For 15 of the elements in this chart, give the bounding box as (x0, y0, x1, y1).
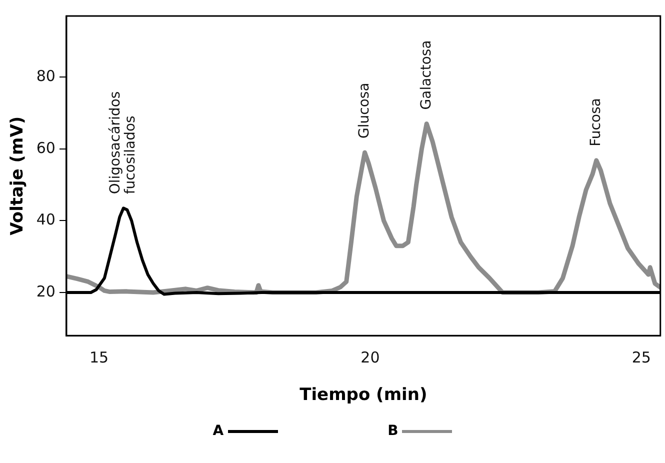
annotation: Glucosa (356, 82, 372, 138)
annotation: Galactosa (418, 40, 434, 110)
x-axis-title: Tiempo (min) (300, 385, 428, 406)
y-axis-title: Voltaje (mV) (8, 116, 28, 236)
annotation: Oligosacáridos fucosilados (108, 91, 139, 194)
y-tick-label: 80 (36, 66, 56, 85)
x-tick-label: 15 (89, 348, 109, 366)
y-tick-label: 60 (36, 138, 56, 157)
y-tick-label: 40 (36, 210, 56, 229)
y-tick-label: 20 (36, 282, 56, 300)
x-tick-label: 20 (360, 348, 380, 366)
annotation: Fucosa (588, 98, 604, 146)
x-tick-label: 25 (632, 348, 651, 366)
legend-label: A (212, 423, 224, 439)
legend-label: B (388, 423, 398, 439)
